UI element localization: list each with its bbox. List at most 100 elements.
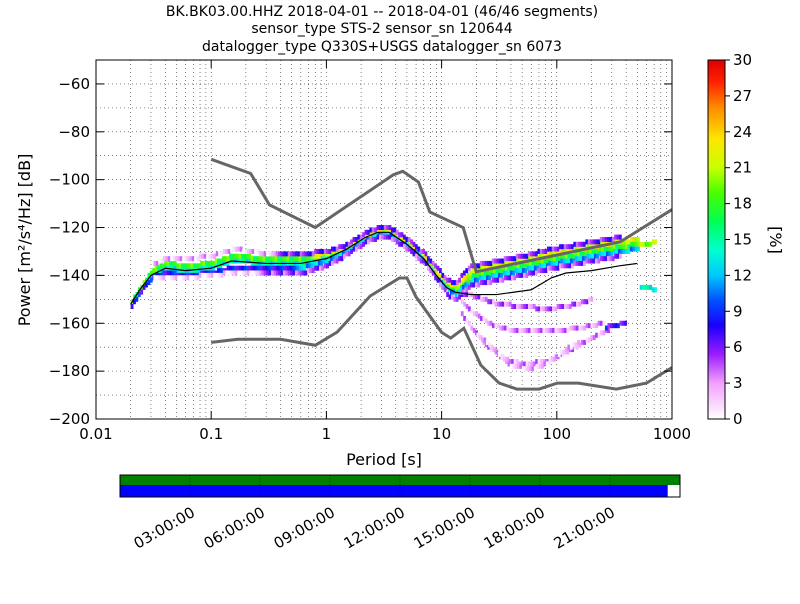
psd-cell <box>236 253 240 259</box>
psd-cell <box>609 256 613 262</box>
colorbar-label: [%] <box>766 226 785 254</box>
psd-cell <box>474 263 478 269</box>
psd-cell <box>317 260 321 266</box>
psd-cell <box>304 270 308 276</box>
psd-cell <box>567 253 571 259</box>
psd-cell <box>243 258 247 264</box>
psd-cell <box>173 265 177 271</box>
psd-cell <box>521 268 525 274</box>
psd-cell <box>524 366 528 372</box>
psd-cell <box>280 270 284 276</box>
psd-cell <box>624 320 628 326</box>
psd-cell <box>473 277 477 283</box>
psd-cell <box>316 265 320 271</box>
psd-cell <box>495 263 499 269</box>
psd-cell <box>479 280 483 286</box>
psd-cell <box>424 260 428 266</box>
psd-cell <box>588 323 591 329</box>
psd-cell <box>507 260 511 266</box>
psd-cell <box>153 275 157 281</box>
psd-cell <box>231 265 235 271</box>
psd-cell <box>173 260 177 266</box>
psd-cell <box>526 260 530 266</box>
psd-cell <box>557 351 561 357</box>
psd-cell <box>446 292 449 298</box>
psd-cell <box>510 256 514 262</box>
psd-cell <box>576 301 579 307</box>
psd-cell <box>195 268 199 274</box>
psd-cell <box>488 270 492 276</box>
psd-cell <box>530 304 534 310</box>
plot-frame <box>95 59 673 420</box>
psd-cell <box>219 258 223 264</box>
psd-cell <box>364 229 368 235</box>
psd-cell <box>519 268 523 274</box>
psd-cell <box>595 323 599 329</box>
psd-cell <box>291 256 295 262</box>
psd-cell <box>487 320 491 326</box>
psd-cell <box>513 359 517 365</box>
psd-cell <box>593 253 597 259</box>
psd-cell <box>443 287 447 293</box>
psd-cell <box>383 225 387 231</box>
psd-cell <box>538 258 542 264</box>
psd-cell <box>509 265 513 271</box>
psd-cell <box>529 260 532 266</box>
psd-cell <box>555 260 559 266</box>
psd-cell <box>497 351 501 357</box>
psd-cell <box>476 272 480 278</box>
psd-cell <box>255 256 259 262</box>
psd-cell <box>533 265 537 271</box>
psd-cell <box>580 299 584 305</box>
psd-cell <box>297 270 301 276</box>
psd-cell <box>515 272 519 278</box>
psd-cell <box>197 268 201 274</box>
psd-cell <box>424 251 428 257</box>
psd-cell <box>637 241 640 247</box>
psd-cell <box>262 256 266 262</box>
psd-cell <box>550 256 554 262</box>
psd-cell <box>585 239 589 245</box>
psd-cell <box>298 265 302 271</box>
psd-cell <box>542 327 546 333</box>
psd-cell <box>269 265 273 271</box>
psd-cell <box>311 251 315 257</box>
psd-cell <box>613 244 616 250</box>
psd-cell <box>489 320 493 326</box>
psd-cell <box>548 256 552 262</box>
psd-cell <box>586 253 590 259</box>
psd-cell <box>390 237 394 242</box>
psd-cell <box>565 347 568 353</box>
psd-cell <box>410 239 413 245</box>
psd-cell <box>505 260 508 266</box>
psd-cell <box>287 251 291 257</box>
psd-cell <box>435 270 439 276</box>
psd-cell <box>498 277 502 283</box>
psd-cell <box>174 256 178 262</box>
psd-cell <box>268 270 272 276</box>
psd-cell <box>590 335 594 341</box>
psd-cell <box>369 237 373 242</box>
psd-cell <box>467 284 471 290</box>
psd-cell <box>481 337 484 343</box>
psd-cell <box>455 280 459 286</box>
psd-cell <box>407 246 411 252</box>
psd-cell <box>529 366 532 372</box>
psd-cell <box>496 301 500 307</box>
psd-cell <box>477 294 481 300</box>
psd-cell <box>590 258 593 264</box>
psd-cell <box>260 265 264 271</box>
psd-cell <box>179 256 183 262</box>
psd-cell <box>253 260 256 266</box>
psd-cell <box>483 265 487 271</box>
psd-cell <box>531 366 535 372</box>
psd-cell <box>242 270 245 276</box>
psd-cell <box>454 284 458 290</box>
psd-cell <box>171 265 175 271</box>
psd-cell <box>501 301 505 307</box>
psd-cell <box>642 241 645 247</box>
psd-cell <box>634 246 638 252</box>
psd-cell <box>275 270 279 276</box>
axis-ticks: 0.01 0.1 1 10 100 1000 −60 −80 −100 −120 −140 −160 −… <box>49 60 691 443</box>
